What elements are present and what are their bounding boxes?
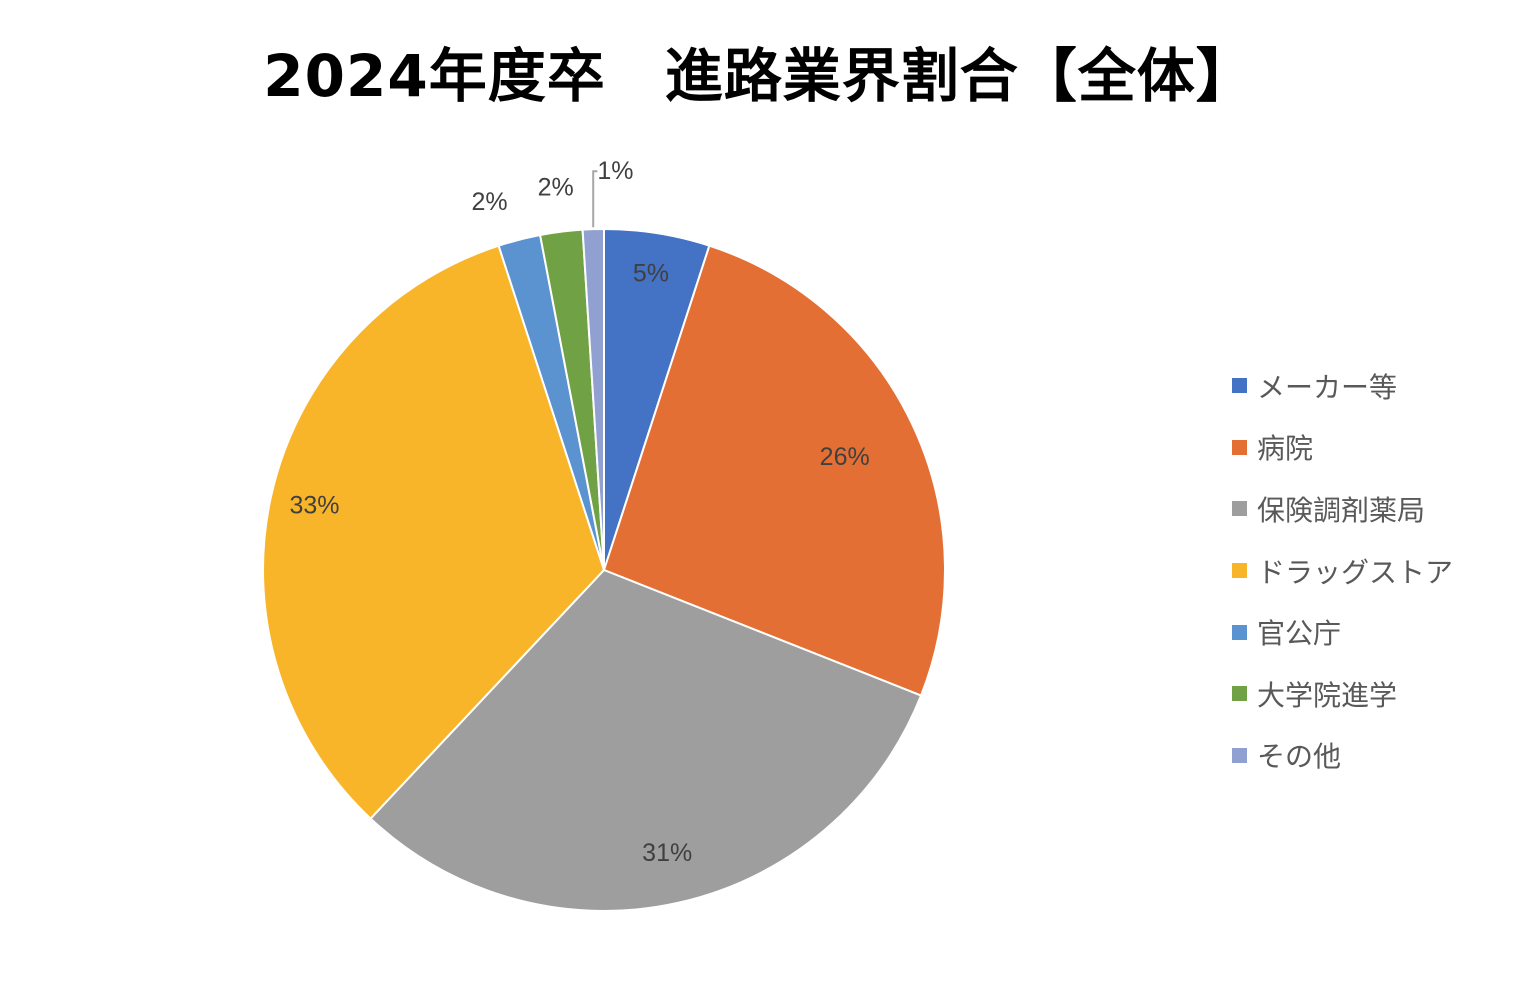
data-label-6: 2% [538, 174, 574, 202]
legend-label: その他 [1257, 740, 1342, 774]
data-label-2: 26% [820, 443, 870, 471]
legend-swatch [1232, 563, 1247, 579]
pie-slice-4 [262, 244, 606, 820]
data-label-4: 33% [289, 491, 339, 519]
legend-label: 大学院進学 [1257, 678, 1398, 712]
data-label-1: 5% [633, 260, 669, 288]
legend-swatch [1232, 747, 1247, 763]
legend-item: その他 [1232, 725, 1512, 787]
legend-label: メーカー等 [1257, 370, 1398, 404]
legend-swatch [1232, 624, 1247, 640]
legend-label: ドラッグストア [1257, 555, 1454, 589]
legend-swatch [1232, 439, 1247, 455]
legend-label: 保険調剤薬局 [1257, 493, 1426, 527]
data-label-5: 2% [472, 188, 508, 216]
legend-swatch [1232, 501, 1247, 517]
legend-item: ドラッグストア [1232, 540, 1512, 602]
pie-slice-3 [369, 568, 923, 912]
legend: メーカー等病院保険調剤薬局 ドラッグストア 官公庁大学院進学その他 [1232, 355, 1512, 786]
legend-swatch [1232, 686, 1247, 702]
legend-item: 病院 [1232, 417, 1512, 479]
legend-swatch [1232, 378, 1247, 394]
legend-item: メーカー等 [1232, 355, 1512, 417]
legend-item: 官公庁 [1232, 601, 1512, 663]
legend-item: 大学院進学 [1232, 663, 1512, 725]
pie-slice-7 [581, 227, 605, 571]
data-label-7: 1% [597, 157, 633, 185]
data-label-3: 31% [642, 839, 692, 867]
leader-line [592, 170, 598, 228]
chart-title: 2024年度卒 進路業界割合【全体】 [263, 42, 1255, 110]
legend-item: 保険調剤薬局 [1232, 478, 1512, 540]
pie-slice-2 [602, 244, 946, 697]
legend-label: 病院 [1257, 432, 1314, 466]
legend-label: 官公庁 [1257, 617, 1342, 651]
